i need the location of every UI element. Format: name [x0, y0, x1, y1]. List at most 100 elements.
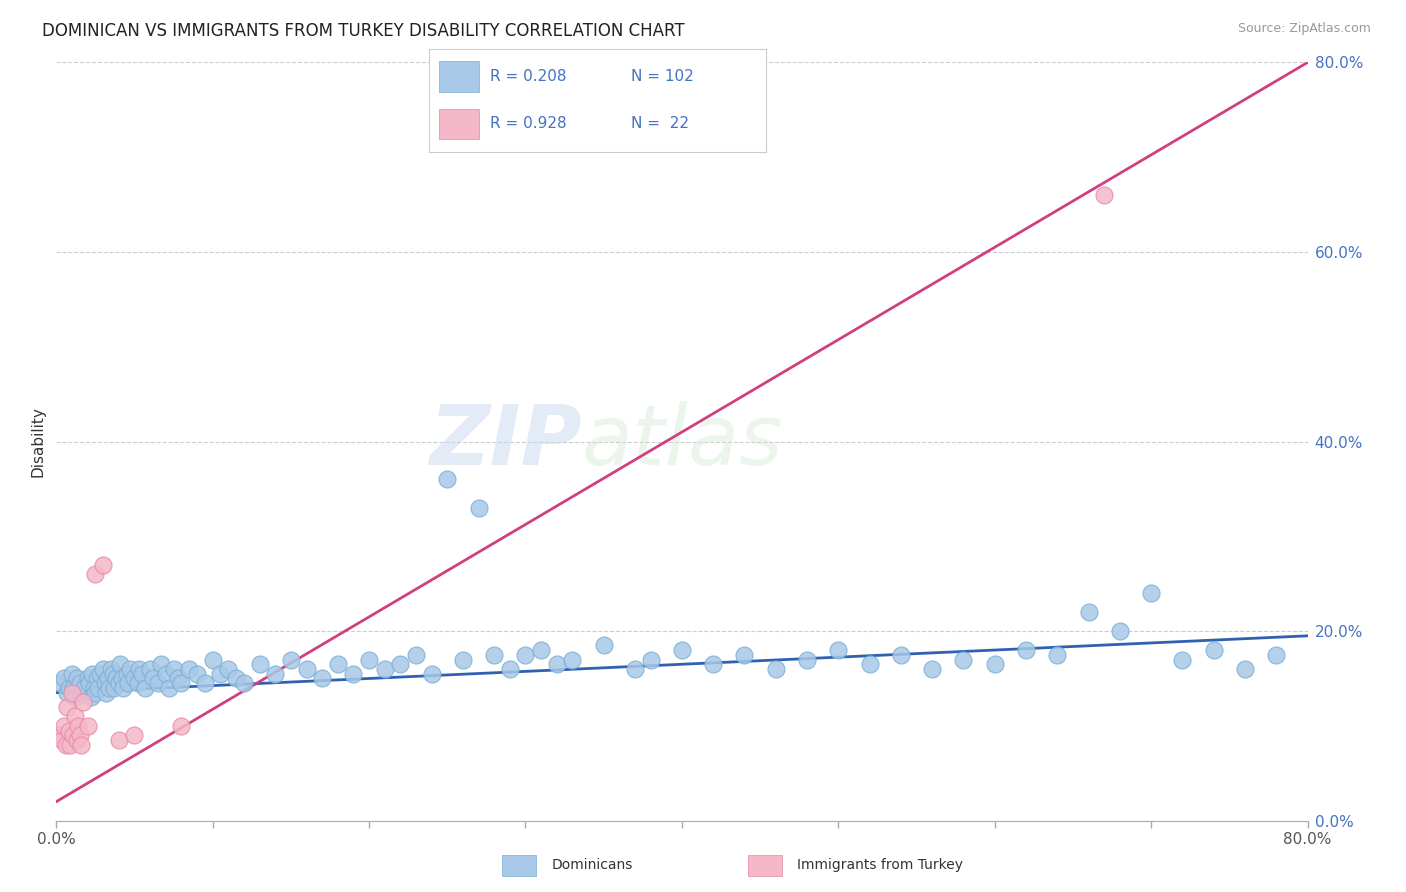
- Point: [796, 652, 818, 666]
- Point: [84, 567, 107, 582]
- Point: [280, 652, 302, 666]
- Point: [142, 672, 165, 686]
- Point: [117, 676, 139, 690]
- Point: [118, 662, 141, 676]
- Point: [128, 662, 150, 676]
- Point: [62, 728, 84, 742]
- Point: [58, 681, 80, 695]
- Point: [984, 657, 1007, 672]
- Point: [84, 686, 107, 700]
- Point: [1140, 586, 1163, 600]
- Point: [115, 666, 138, 681]
- FancyBboxPatch shape: [748, 855, 782, 876]
- Point: [62, 681, 84, 695]
- Point: [139, 662, 162, 676]
- Point: [1265, 648, 1288, 662]
- Point: [640, 652, 662, 666]
- Point: [49, 676, 72, 690]
- Y-axis label: Disability: Disability: [30, 406, 45, 477]
- Point: [56, 686, 79, 700]
- Point: [70, 686, 93, 700]
- Point: [217, 662, 239, 676]
- Point: [264, 666, 287, 681]
- Point: [342, 666, 364, 681]
- Point: [101, 666, 124, 681]
- Point: [110, 657, 132, 672]
- Point: [100, 662, 122, 676]
- Point: [436, 473, 458, 487]
- Point: [201, 652, 224, 666]
- Point: [146, 676, 169, 690]
- Point: [592, 638, 614, 652]
- Point: [155, 666, 177, 681]
- Point: [858, 657, 880, 672]
- Point: [89, 666, 111, 681]
- Point: [561, 652, 583, 666]
- Point: [233, 676, 256, 690]
- Point: [53, 672, 76, 686]
- Point: [249, 657, 271, 672]
- Point: [48, 728, 70, 742]
- Point: [499, 662, 522, 676]
- Point: [69, 728, 91, 742]
- Text: R = 0.208: R = 0.208: [489, 70, 567, 84]
- Point: [1109, 624, 1132, 639]
- Point: [91, 558, 114, 572]
- Point: [1015, 643, 1038, 657]
- Point: [134, 681, 156, 695]
- Text: Source: ZipAtlas.com: Source: ZipAtlas.com: [1237, 22, 1371, 36]
- Point: [104, 672, 127, 686]
- Point: [55, 738, 77, 752]
- Point: [108, 733, 131, 747]
- Point: [1202, 643, 1225, 657]
- Point: [765, 662, 787, 676]
- Point: [167, 672, 190, 686]
- Point: [65, 672, 87, 686]
- Point: [150, 657, 173, 672]
- Point: [186, 666, 208, 681]
- Point: [76, 672, 98, 686]
- Text: N = 102: N = 102: [631, 70, 695, 84]
- Point: [83, 681, 105, 695]
- FancyBboxPatch shape: [502, 855, 537, 876]
- Point: [546, 657, 568, 672]
- Point: [702, 657, 724, 672]
- Point: [734, 648, 756, 662]
- Point: [225, 672, 247, 686]
- Point: [827, 643, 849, 657]
- Point: [91, 662, 114, 676]
- FancyBboxPatch shape: [439, 109, 479, 139]
- Point: [515, 648, 537, 662]
- Point: [98, 681, 121, 695]
- Point: [60, 666, 83, 681]
- Point: [467, 500, 489, 515]
- Point: [1234, 662, 1257, 676]
- Point: [170, 676, 193, 690]
- Point: [69, 676, 91, 690]
- Point: [77, 676, 100, 690]
- Point: [157, 681, 180, 695]
- Point: [295, 662, 318, 676]
- Point: [124, 728, 146, 742]
- Point: [420, 666, 443, 681]
- Point: [73, 681, 96, 695]
- Point: [60, 686, 83, 700]
- Point: [326, 657, 349, 672]
- Text: DOMINICAN VS IMMIGRANTS FROM TURKEY DISABILITY CORRELATION CHART: DOMINICAN VS IMMIGRANTS FROM TURKEY DISA…: [42, 22, 685, 40]
- Point: [1171, 652, 1194, 666]
- Point: [952, 652, 974, 666]
- Point: [530, 643, 553, 657]
- Text: R = 0.928: R = 0.928: [489, 117, 567, 131]
- Point: [389, 657, 412, 672]
- Point: [1046, 648, 1069, 662]
- Point: [53, 719, 76, 733]
- Point: [405, 648, 427, 662]
- Point: [162, 662, 184, 676]
- Point: [93, 676, 115, 690]
- Point: [671, 643, 693, 657]
- Text: N =  22: N = 22: [631, 117, 689, 131]
- Text: ZIP: ZIP: [429, 401, 582, 482]
- Point: [103, 681, 125, 695]
- Point: [63, 690, 86, 705]
- Text: atlas: atlas: [582, 401, 783, 482]
